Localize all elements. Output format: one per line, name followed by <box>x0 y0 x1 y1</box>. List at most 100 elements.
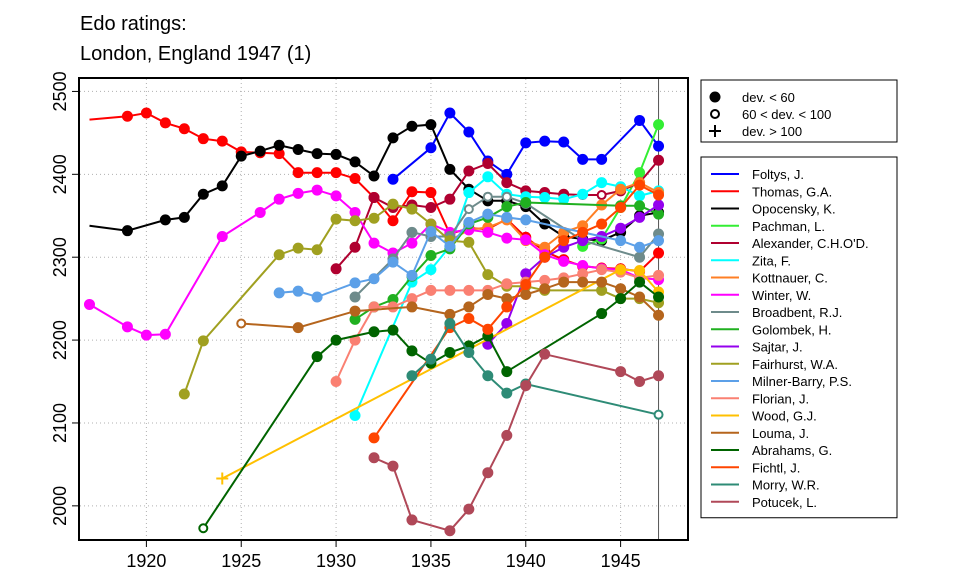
data-point <box>235 150 247 162</box>
data-point <box>634 167 646 179</box>
legend-label: Milner-Barry, P.S. <box>752 374 852 389</box>
data-point <box>83 298 95 310</box>
data-point <box>254 206 266 218</box>
legend-label: Fairhurst, W.A. <box>752 357 838 372</box>
y-tick-label: 2000 <box>50 486 70 526</box>
data-point <box>198 523 209 534</box>
data-point <box>444 240 456 252</box>
data-point <box>368 192 380 204</box>
data-point <box>634 179 646 191</box>
data-point <box>349 241 361 253</box>
data-point <box>159 214 171 226</box>
data-point <box>292 285 304 297</box>
data-point <box>368 273 380 285</box>
data-point <box>577 188 589 200</box>
data-point <box>273 249 285 261</box>
data-point <box>121 110 133 122</box>
data-point <box>292 187 304 199</box>
x-tick-label: 1935 <box>411 551 451 571</box>
data-point <box>634 276 646 288</box>
data-point <box>463 216 475 228</box>
series-legend-box <box>700 156 898 519</box>
legend-label: Fichtl, J. <box>752 460 800 475</box>
y-tick-label: 2200 <box>50 320 70 360</box>
data-point <box>387 460 399 472</box>
data-point <box>349 291 361 303</box>
data-point <box>482 288 494 300</box>
data-point <box>197 133 209 145</box>
data-point <box>634 251 646 263</box>
data-point <box>558 255 570 267</box>
data-point <box>501 177 513 189</box>
data-point <box>406 514 418 526</box>
data-point <box>539 283 551 295</box>
data-point <box>520 137 532 149</box>
series-line <box>88 189 659 337</box>
data-point <box>520 380 532 392</box>
data-point <box>425 187 437 199</box>
data-point <box>501 191 512 202</box>
legend-label: Pachman, L. <box>752 219 825 234</box>
data-point <box>596 276 608 288</box>
data-point <box>349 215 361 227</box>
series-line <box>487 204 660 345</box>
x-tick-label: 1925 <box>221 551 261 571</box>
data-point <box>482 208 494 220</box>
legend-label: Opocensky, K. <box>752 202 836 217</box>
data-point <box>520 288 532 300</box>
data-point <box>558 276 570 288</box>
legend-label: Broadbent, R.J. <box>752 305 842 320</box>
data-point <box>330 190 342 202</box>
data-point <box>444 347 456 359</box>
data-point <box>501 232 513 244</box>
data-point <box>501 278 513 290</box>
data-point <box>444 284 456 296</box>
data-point <box>121 321 133 333</box>
data-point <box>482 158 494 170</box>
data-point <box>653 409 664 420</box>
data-point <box>520 196 532 208</box>
data-point <box>368 237 380 249</box>
data-point <box>539 135 551 147</box>
data-point <box>482 171 494 183</box>
data-point <box>615 283 627 295</box>
series-line <box>279 213 659 299</box>
data-point <box>140 329 152 341</box>
series-line <box>335 159 660 270</box>
series-layer <box>83 107 665 537</box>
data-point <box>387 173 399 185</box>
data-point <box>577 276 589 288</box>
legend-marker-label: 60 < dev. < 100 <box>742 107 831 122</box>
data-point <box>634 211 646 223</box>
data-point <box>425 250 437 262</box>
data-point <box>216 230 228 242</box>
data-point <box>178 211 190 223</box>
data-point <box>406 186 418 198</box>
data-point <box>596 153 608 165</box>
data-point <box>653 235 665 247</box>
data-point <box>216 180 228 192</box>
plot-frame <box>78 77 689 541</box>
legend-label: Zita, F. <box>752 253 791 268</box>
data-point <box>463 236 475 248</box>
series-line <box>373 183 659 439</box>
data-point <box>330 376 342 388</box>
data-point <box>634 376 646 388</box>
data-point <box>501 429 513 441</box>
data-point <box>653 370 665 382</box>
data-point <box>178 388 190 400</box>
data-point <box>520 234 532 246</box>
data-point <box>292 322 304 334</box>
data-point <box>615 235 627 247</box>
data-point <box>634 114 646 126</box>
data-point <box>406 345 418 357</box>
series-17 <box>368 179 665 444</box>
legend-label: Winter, W. <box>752 288 811 303</box>
series-15 <box>236 276 665 334</box>
legend-label: Abrahams, G. <box>752 443 832 458</box>
data-point <box>311 167 323 179</box>
data-point <box>596 308 608 320</box>
data-point <box>121 225 133 237</box>
data-point <box>463 204 474 215</box>
